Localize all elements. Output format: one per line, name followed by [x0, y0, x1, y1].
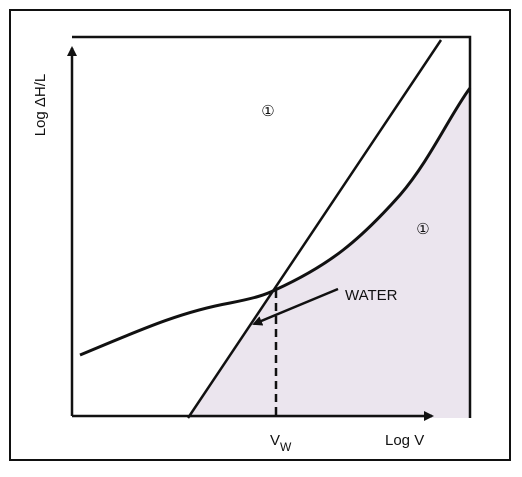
vw-label: VW: [270, 432, 292, 454]
water-curve: [79, 87, 472, 357]
y-axis-label: Log ΔH/L: [32, 74, 49, 137]
water-label: WATER: [345, 287, 398, 304]
x-axis-label: Log V: [385, 432, 424, 449]
frame: [9, 9, 511, 461]
pointer-arrow: [252, 287, 339, 326]
straight-line: [186, 39, 443, 419]
region-label: ①: [416, 221, 429, 238]
plot-box: [72, 35, 472, 418]
vw-sub: W: [280, 440, 292, 454]
region-label: ①: [261, 103, 274, 120]
shaded-region: [188, 88, 470, 418]
vw-base: V: [270, 432, 280, 449]
